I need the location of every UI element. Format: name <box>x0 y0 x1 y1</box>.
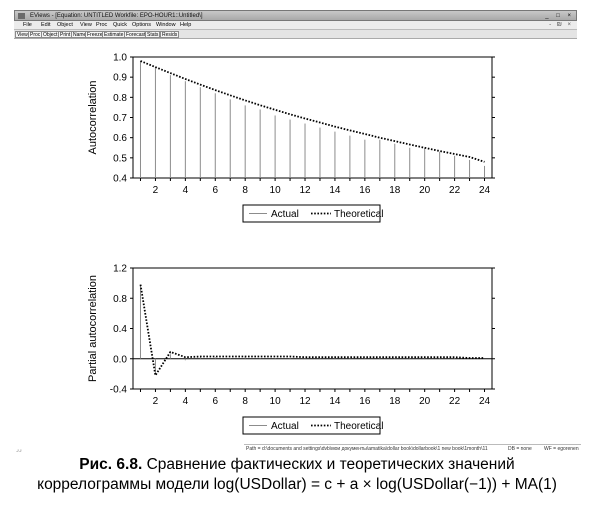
status-db: DB = none <box>508 446 532 452</box>
caption-line-1: Рис. 6.8. Сравнение фактических и теорет… <box>0 455 594 475</box>
y-tick-label: 1.0 <box>113 53 127 64</box>
theoretical-line <box>139 284 485 378</box>
x-tick-label: 24 <box>479 185 491 196</box>
chart-1: 0.40.50.60.70.80.91.02 4 6 8 10 12 14 16 18 20 22 2… <box>87 53 495 223</box>
x-tick-label: 16 <box>359 396 371 407</box>
x-tick-label: 8 <box>242 185 248 196</box>
legend-theoretical-label: Theoretical <box>334 209 383 220</box>
menu-help[interactable]: Help <box>180 22 192 28</box>
y-tick-label: 0.6 <box>113 133 127 144</box>
toolbar: View Proc Object Print Name Freeze Estim… <box>14 30 577 39</box>
plot-frame <box>132 56 493 179</box>
y-tick-label: -0.4 <box>110 385 128 396</box>
x-tick-label: 22 <box>449 185 461 196</box>
menu-proc[interactable]: Proc <box>96 22 108 28</box>
y-tick-label: 0.0 <box>113 354 127 365</box>
x-tick-label: 14 <box>329 396 341 407</box>
x-tick-label: 16 <box>359 185 371 196</box>
x-tick-label: 4 <box>183 396 189 407</box>
menu-options[interactable]: Options <box>132 22 151 28</box>
x-tick-label: 12 <box>299 185 311 196</box>
legend-actual-label: Actual <box>271 209 299 220</box>
window-controls[interactable]: _ □ × <box>545 13 574 19</box>
window-title: EViews - [Equation: UNTITLED Workfile: E… <box>30 13 203 19</box>
status-bar: Path = d:\documents and settings\dvb\мои… <box>244 444 581 453</box>
y-axis-label: Autocorrelation <box>87 81 99 155</box>
x-tick-label: 4 <box>183 185 189 196</box>
menu-view[interactable]: View <box>80 22 92 28</box>
x-tick-label: 8 <box>242 396 248 407</box>
legend: Actual Theoretical <box>242 416 383 435</box>
y-tick-label: 0.7 <box>113 113 127 124</box>
size-grip-icon: ⌟⌟ <box>16 447 22 453</box>
status-wf: WF = egorenen <box>544 446 579 452</box>
menu-bar: File Edit Object View Proc Quick Options… <box>14 21 577 30</box>
caption-text-1: Сравнение фактических и теоретических зн… <box>146 456 515 473</box>
x-tick-label: 2 <box>153 396 159 407</box>
figure-caption: Рис. 6.8. Сравнение фактических и теорет… <box>0 455 594 495</box>
menu-quick[interactable]: Quick <box>113 22 128 28</box>
x-tick-label: 2 <box>153 185 159 196</box>
menu-window[interactable]: Window <box>156 22 176 28</box>
legend-actual-label: Actual <box>271 421 299 432</box>
theoretical-line <box>140 60 485 163</box>
toolbar-stats-button[interactable]: Stats <box>145 31 161 38</box>
x-tick-label: 6 <box>212 185 218 196</box>
y-tick-label: 0.8 <box>113 93 127 104</box>
x-tick-label: 6 <box>212 396 218 407</box>
plot-frame <box>132 267 493 390</box>
x-tick-label: 14 <box>329 185 341 196</box>
y-axis-label: Partial autocorrelation <box>87 275 99 382</box>
menu-object[interactable]: Object <box>57 22 73 28</box>
y-tick-label: 1.2 <box>113 264 127 275</box>
y-tick-label: 0.8 <box>113 294 127 305</box>
x-tick-label: 12 <box>299 396 311 407</box>
caption-line-2: коррелограммы модели log(USDollar) = c +… <box>37 476 557 493</box>
app-icon <box>18 13 25 19</box>
legend-theoretical-label: Theoretical <box>334 421 383 432</box>
menu-edit[interactable]: Edit <box>41 22 51 28</box>
y-tick-label: 0.9 <box>113 73 127 84</box>
x-tick-label: 24 <box>479 396 491 407</box>
y-tick-label: 0.5 <box>113 153 127 164</box>
x-tick-label: 10 <box>270 185 282 196</box>
x-tick-label: 18 <box>389 396 401 407</box>
y-tick-label: 0.4 <box>113 174 127 185</box>
document-window-controls[interactable]: - ₪ × <box>549 22 573 28</box>
title-bar: EViews - [Equation: UNTITLED Workfile: E… <box>14 10 577 21</box>
status-path: Path = d:\documents and settings\dvb\мои… <box>246 446 488 452</box>
y-tick-label: 0.4 <box>113 324 127 335</box>
x-tick-label: 22 <box>449 396 461 407</box>
x-tick-label: 10 <box>270 396 282 407</box>
legend: Actual Theoretical <box>242 204 383 223</box>
menu-file[interactable]: File <box>23 22 32 28</box>
x-tick-label: 20 <box>419 185 431 196</box>
x-tick-label: 20 <box>419 396 431 407</box>
figure-label: Рис. 6.8. <box>79 456 143 473</box>
toolbar-resids-button[interactable]: Resids <box>160 31 180 38</box>
x-tick-label: 18 <box>389 185 401 196</box>
chart-2: -0.40.00.40.81.22 4 6 8 10 12 14 16 18 20 22 24Part… <box>87 264 495 435</box>
